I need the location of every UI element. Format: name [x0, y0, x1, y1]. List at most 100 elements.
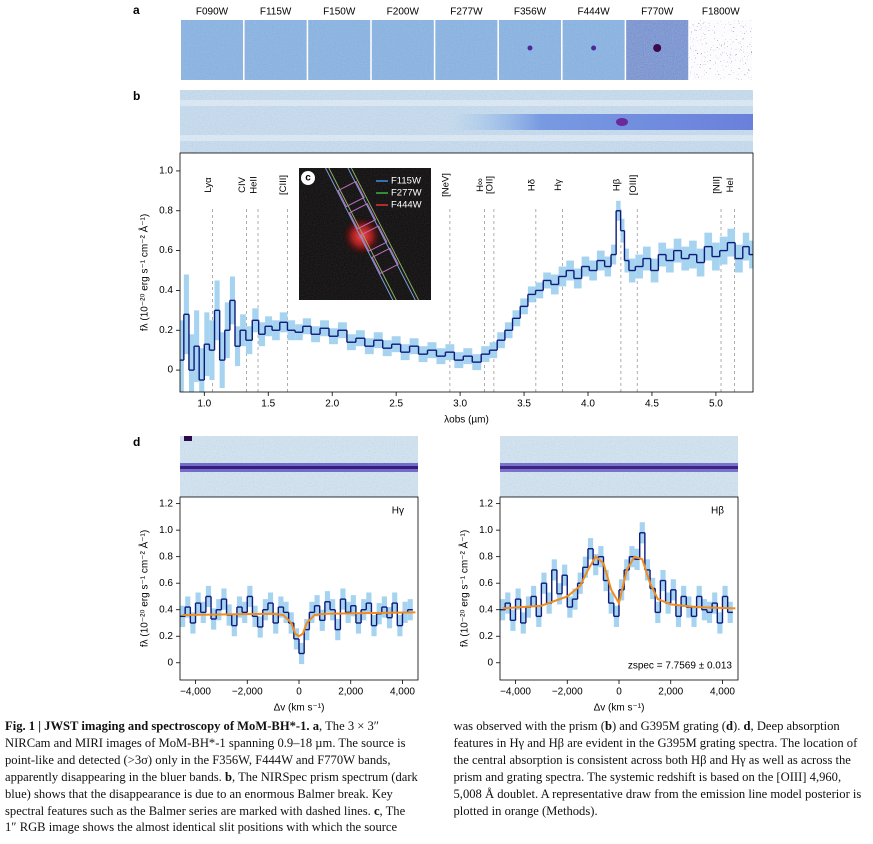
y-tick-label: 1.2 — [479, 498, 493, 509]
filter-label: F1800W — [702, 7, 740, 18]
error-bar — [180, 320, 184, 392]
y-tick-label: 0.8 — [479, 551, 493, 562]
x-tick-label: 2,000 — [658, 687, 683, 698]
filter-image — [626, 20, 689, 80]
error-bar — [199, 348, 205, 392]
y-tick-label: 1.2 — [159, 498, 173, 509]
legend-label: F115W — [391, 176, 421, 187]
figure: a b d F090W F115W F150W F200W F277W F356W F444… — [133, 3, 754, 714]
x-tick-label: 4,000 — [710, 687, 735, 698]
x-tick-label: 0 — [296, 687, 302, 698]
error-bar — [188, 334, 195, 392]
plot-marks — [180, 585, 416, 665]
filter-image — [499, 20, 561, 80]
y-tick-label: 1.0 — [479, 525, 493, 536]
image-noise — [181, 20, 243, 80]
y-axis-label: fλ (10⁻²⁰ erg s⁻¹ cm⁻² Å⁻¹) — [138, 530, 151, 647]
x-tick-label: −4,000 — [500, 687, 531, 698]
caption-bold: Fig. 1 | JWST imaging and spectroscopy o… — [5, 719, 320, 733]
feature-label: CIV — [237, 176, 248, 193]
filter-image — [689, 20, 752, 80]
x-tick-label: 2,000 — [338, 687, 363, 698]
caption-bold: b — [224, 769, 232, 784]
y-tick-label: 0.2 — [159, 325, 173, 336]
y-tick-label: 1.0 — [159, 525, 173, 536]
grating-2d-spectrum — [500, 436, 738, 497]
x-tick-label: −4,000 — [180, 687, 211, 698]
y-tick-label: 0.4 — [159, 604, 173, 615]
feature-label: [CIII] — [278, 175, 289, 195]
filter-image — [308, 20, 371, 80]
x-tick-label: 2.5 — [389, 399, 403, 410]
filter-label: F770W — [641, 7, 674, 18]
panel-label: c — [305, 173, 311, 184]
redshift-note: zspec = 7.7569 ± 0.013 — [628, 661, 733, 672]
plot-frame — [179, 152, 754, 393]
model-line — [182, 611, 416, 638]
y-tick-label: 0.8 — [159, 205, 173, 216]
feature-label: [OII] — [484, 176, 495, 194]
source — [653, 44, 662, 52]
x-tick-label: 4,000 — [390, 687, 415, 698]
panel-label: b — [133, 89, 140, 103]
prism-2d-spectrum — [180, 90, 753, 153]
filter-image — [181, 20, 243, 80]
feature-label: [NeV] — [440, 173, 451, 197]
caption-text: , The 1″ RGB image shows the almost iden… — [5, 719, 605, 835]
y-tick-label: 0.6 — [159, 245, 173, 256]
line-annotation: Hγ — [392, 506, 404, 517]
filter-image — [562, 20, 625, 80]
feature-label: HeII — [249, 176, 260, 193]
y-tick-label: 0.8 — [159, 551, 173, 562]
feature-label: Lyα — [203, 177, 214, 193]
filter-image — [244, 20, 307, 80]
filter-image — [435, 20, 498, 80]
y-tick-label: 0.6 — [159, 578, 173, 589]
filter-label: F356W — [514, 7, 547, 18]
feature-label: Hδ — [526, 179, 537, 191]
x-tick-label: 1.0 — [197, 399, 211, 410]
source — [527, 45, 533, 51]
source — [591, 45, 597, 51]
x-tick-label: −2,000 — [552, 687, 583, 698]
x-tick-label: 5.0 — [709, 399, 723, 410]
x-axis-label: Δv (km s⁻¹) — [594, 703, 645, 714]
caption-bold: d — [743, 719, 751, 733]
x-axis-label: λobs (µm) — [444, 415, 489, 426]
caption-bold: c — [373, 803, 380, 818]
feature-label: Hβ — [611, 178, 622, 191]
filter-label: F090W — [196, 7, 229, 18]
filter-label: F150W — [323, 7, 356, 18]
y-axis-label: fλ (10⁻²⁰ erg s⁻¹ cm⁻² Å⁻¹) — [138, 214, 151, 331]
x-tick-label: −2,000 — [232, 687, 263, 698]
legend-label: F444W — [391, 200, 422, 211]
y-tick-label: 0.4 — [479, 604, 493, 615]
y-tick-label: 0.2 — [159, 631, 173, 642]
feature-label: H∞ — [475, 178, 486, 192]
image-noise — [244, 20, 307, 80]
feature-label: Hγ — [553, 179, 564, 191]
grating-2d-spectrum — [180, 436, 418, 497]
caption-text: ) and G395M grating ( — [611, 719, 726, 733]
caption-text: ). — [733, 719, 744, 733]
step-connector — [183, 210, 750, 381]
caption-text: , The NIRSpec prism spectrum (dark blue)… — [5, 769, 418, 818]
plot-marks — [180, 200, 753, 392]
x-tick-label: 2.0 — [325, 399, 339, 410]
filter-label: F277W — [450, 7, 483, 18]
feature-label: [OIII] — [628, 175, 639, 196]
panel-label: a — [133, 3, 140, 17]
feature-label: HeI — [725, 178, 736, 193]
x-tick-label: 3.5 — [517, 399, 531, 410]
filter-label: F200W — [387, 7, 420, 18]
filter-label: F115W — [260, 7, 292, 18]
caption-bold: d — [726, 719, 734, 733]
x-axis-label: Δv (km s⁻¹) — [274, 703, 325, 714]
line-annotation: Hβ — [711, 506, 724, 517]
image-noise — [371, 20, 434, 80]
x-tick-label: 4.0 — [581, 399, 595, 410]
filter-label: F444W — [577, 7, 610, 18]
caption-text: , Deep absorption features in Hγ and Hβ … — [453, 719, 862, 818]
